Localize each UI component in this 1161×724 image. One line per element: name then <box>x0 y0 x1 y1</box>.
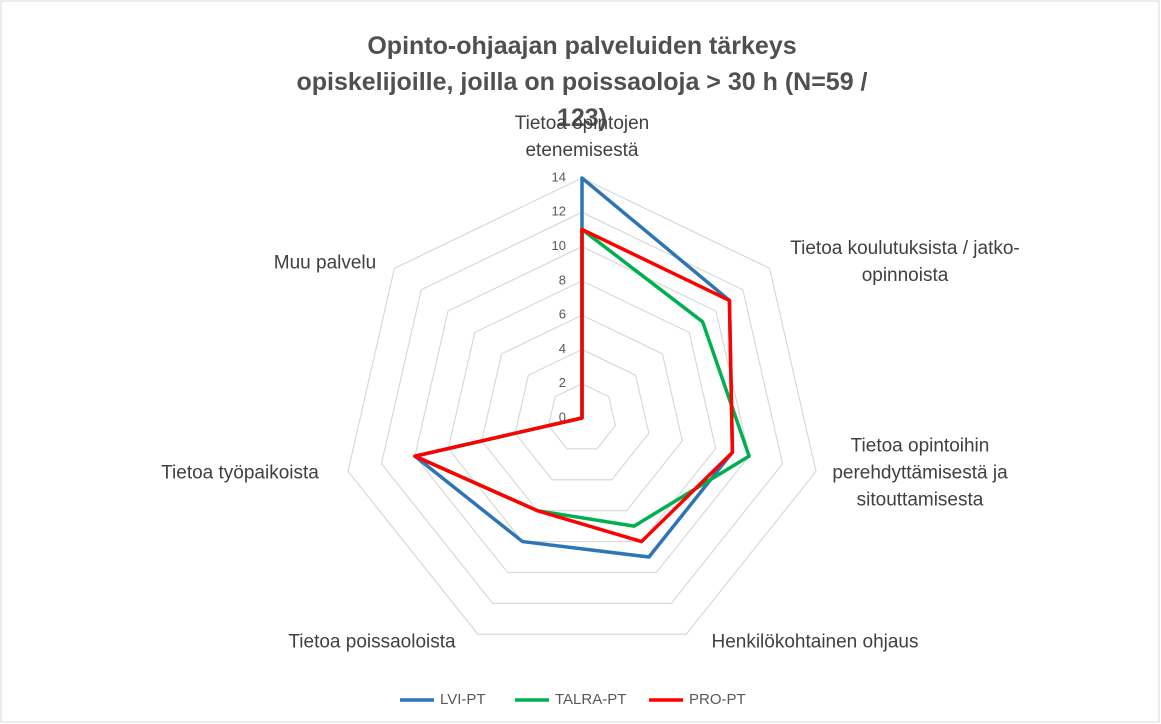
r-tick-label: 14 <box>552 169 566 184</box>
grid-ring <box>347 177 817 635</box>
legend-label: LVI-PT <box>440 691 486 708</box>
r-tick-label: 6 <box>559 307 566 322</box>
grid-ring <box>447 280 717 543</box>
grid-ring <box>481 314 683 512</box>
series-line <box>413 227 735 544</box>
legend-label: PRO-PT <box>689 691 746 708</box>
axis-label: Tietoa opintoihin perehdyttämisestä ja s… <box>832 435 1008 511</box>
legend-label: TALRA-PT <box>555 691 626 708</box>
axis-label: Henkilökohtainen ohjaus <box>711 631 919 653</box>
r-tick-label: 12 <box>552 204 566 219</box>
axis-label: Tietoa työpaikoista <box>161 462 319 484</box>
grid-ring <box>514 348 650 481</box>
r-tick-label: 8 <box>559 272 566 287</box>
axis-label: Tietoa koulutuksista / jatko-opinnoista <box>790 238 1020 286</box>
axis-label: Muu palvelu <box>273 252 377 274</box>
r-tick-label: 0 <box>559 409 566 424</box>
r-tick-label: 2 <box>559 375 566 390</box>
axis-label: Tietoa poissaoloista <box>288 631 456 653</box>
grid-ring <box>380 211 784 604</box>
r-tick-label: 10 <box>552 238 566 253</box>
chart-title: Opinto-ohjaajan palveluiden tärkeys opis… <box>296 32 868 132</box>
grid-ring <box>547 383 617 450</box>
r-tick-label: 4 <box>559 341 566 356</box>
axis-label: Tietoa opintojen etenemisestä <box>514 113 650 161</box>
grid-ring <box>414 245 750 574</box>
